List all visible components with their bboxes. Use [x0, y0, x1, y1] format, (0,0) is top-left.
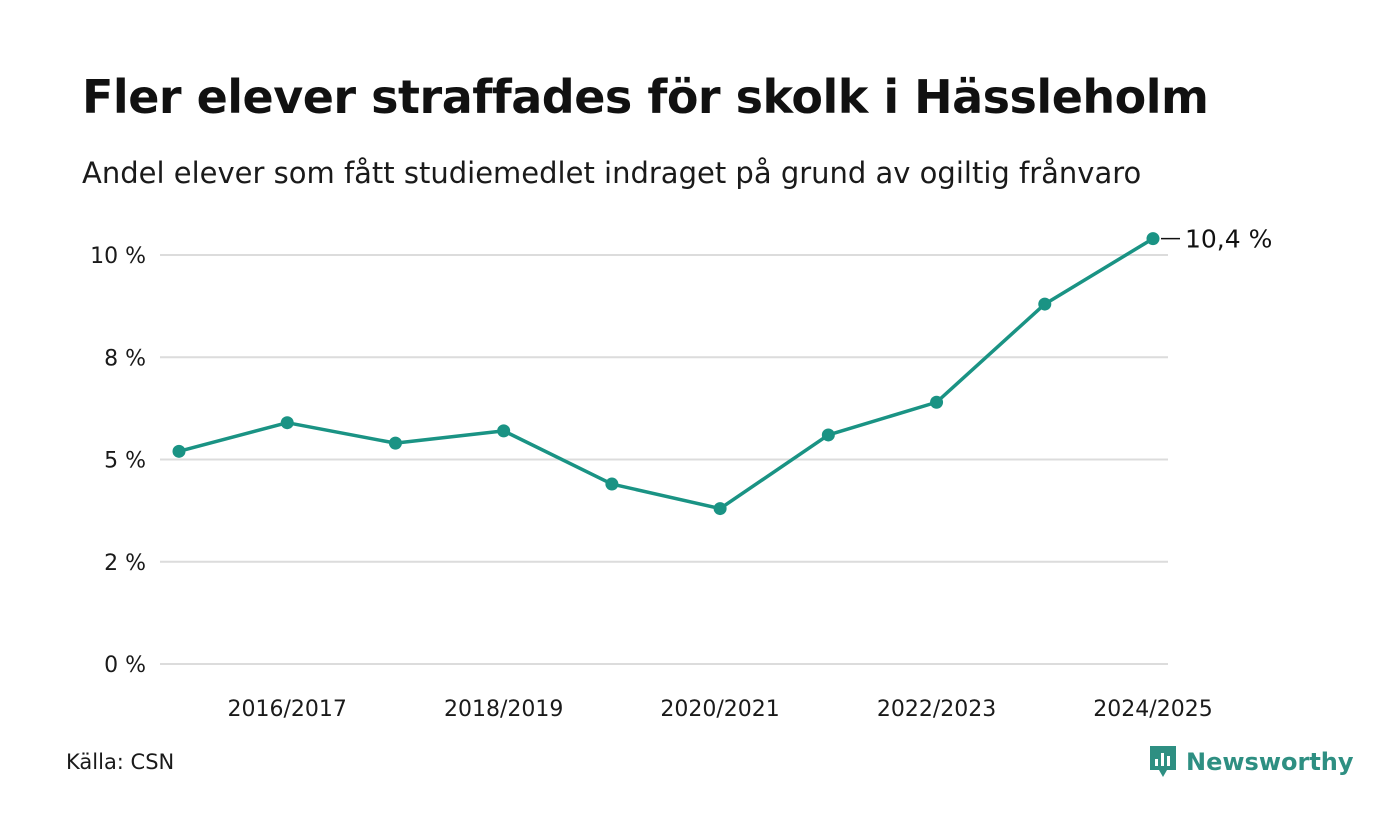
- x-tick-label: 2022/2023: [877, 697, 996, 722]
- data-point: [713, 502, 727, 516]
- y-tick-label: 0 %: [104, 653, 146, 678]
- data-labels: 10,4 %: [1161, 225, 1272, 254]
- x-tick-label: 2016/2017: [228, 697, 347, 722]
- data-point: [1038, 297, 1052, 311]
- data-point: [930, 395, 944, 409]
- brand-name: Newsworthy: [1186, 748, 1354, 776]
- series-points: [172, 232, 1160, 516]
- y-tick-label: 2 %: [104, 551, 146, 576]
- data-point: [388, 436, 402, 450]
- data-point: [605, 477, 619, 491]
- y-tick-label: 8 %: [104, 346, 146, 371]
- data-point: [821, 428, 835, 442]
- x-tick-label: 2024/2025: [1093, 697, 1212, 722]
- data-point: [1146, 232, 1160, 246]
- series-line: [177, 236, 1155, 511]
- source-note: Källa: CSN: [66, 750, 175, 774]
- line-chart: 0 % 2 % 5 % 8 % 10 % 2016/2017 2018/2019 2020/…: [90, 225, 1272, 722]
- x-axis-ticks: 2016/2017 2018/2019 2020/2021 2022/2023 2024…: [228, 697, 1213, 722]
- newsworthy-logo-icon: [1150, 746, 1176, 777]
- x-tick-label: 2018/2019: [444, 697, 563, 722]
- chart-subtitle: Andel elever som fått studiemedlet indra…: [82, 156, 1142, 190]
- data-point: [497, 424, 511, 438]
- y-axis-ticks: 0 % 2 % 5 % 8 % 10 %: [90, 244, 146, 678]
- end-value-label: 10,4 %: [1185, 225, 1272, 254]
- series-lines: [177, 236, 1155, 511]
- data-point: [172, 444, 186, 458]
- brand-logo: Newsworthy: [1148, 744, 1354, 780]
- y-tick-label: 10 %: [90, 244, 146, 269]
- y-tick-label: 5 %: [104, 449, 146, 474]
- chart-title: Fler elever straffades för skolk i Hässl…: [82, 70, 1209, 124]
- x-tick-label: 2020/2021: [660, 697, 779, 722]
- gridlines: [160, 254, 1168, 665]
- data-point: [280, 416, 294, 430]
